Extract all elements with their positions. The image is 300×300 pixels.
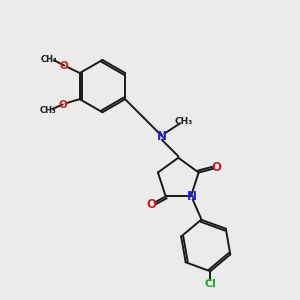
Text: N: N (157, 130, 167, 142)
Text: CH₃: CH₃ (40, 55, 57, 64)
Text: O: O (146, 198, 157, 211)
Text: N: N (187, 190, 196, 203)
Text: O: O (60, 61, 69, 70)
Text: Cl: Cl (204, 279, 216, 289)
Text: CH₃: CH₃ (175, 117, 193, 126)
Text: CH₃: CH₃ (39, 106, 56, 115)
Text: O: O (212, 161, 222, 174)
Text: O: O (58, 100, 67, 110)
